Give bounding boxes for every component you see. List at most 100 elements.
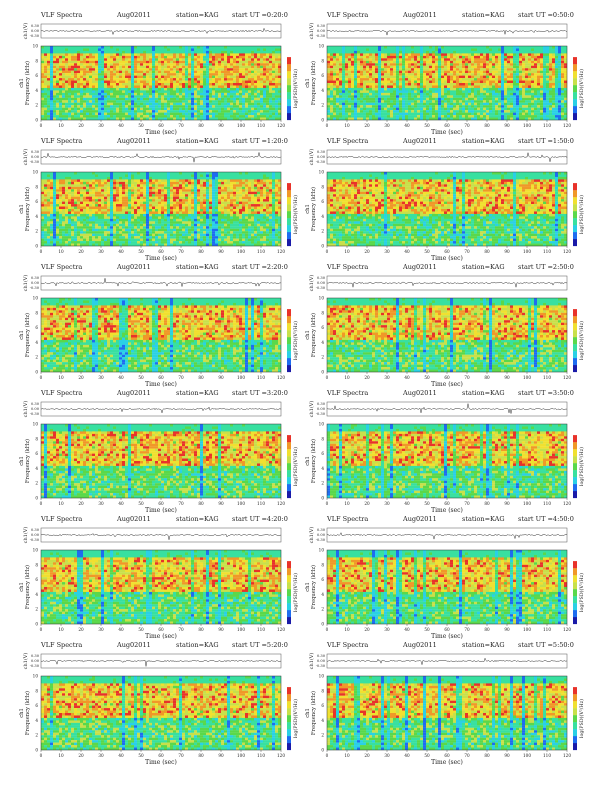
spectrogram-cell [107, 83, 110, 86]
spectrogram-cell [275, 90, 278, 93]
spectrogram-cell [47, 110, 50, 113]
spectrogram-cell [552, 85, 555, 88]
spectrogram-cell [134, 95, 137, 98]
spectrogram-cell [194, 73, 197, 76]
spectrogram-cell [44, 58, 47, 61]
spectrogram-cell [80, 66, 83, 69]
spectrogram-cell [215, 85, 218, 88]
spectrogram-cell [507, 115, 510, 118]
spectrogram-cell [152, 51, 155, 54]
spectrogram-cell [333, 51, 336, 54]
spectrogram-cell [119, 53, 122, 56]
spectrogram-cell [372, 100, 375, 103]
spectrogram-cell [417, 66, 420, 69]
spectrogram-cell [182, 58, 185, 61]
panel-title: VLF Spectra [40, 11, 82, 19]
spectrogram-cell [399, 81, 402, 84]
spectrogram-cell [158, 98, 161, 101]
spectrogram-cell [167, 56, 170, 59]
freq-tick-label: 6 [35, 73, 38, 78]
spectrogram-cell [164, 105, 167, 108]
spectrogram-cell [134, 105, 137, 108]
spectrogram-cell [53, 76, 56, 79]
spectrogram-cell [525, 61, 528, 64]
spectrogram-cell [236, 88, 239, 91]
spectrogram-cell [438, 113, 441, 116]
spectrogram-cell [212, 88, 215, 91]
spectrogram-cell [203, 68, 206, 71]
spectrogram-cell [480, 103, 483, 106]
spectrogram-cell [399, 88, 402, 91]
spectrogram-cell [134, 81, 137, 84]
spectrogram-cell [384, 93, 387, 96]
spectrogram-cell [230, 63, 233, 66]
spectrogram-cell [402, 66, 405, 69]
spectrogram-cell [486, 118, 489, 121]
spectrogram-cell [504, 51, 507, 54]
spectrogram-cell [197, 46, 200, 49]
spectrogram-cell [257, 85, 260, 88]
spectrogram-cell [71, 78, 74, 81]
spectrogram-cell [450, 56, 453, 59]
spectrogram-cell [477, 78, 480, 81]
spectrogram-cell [278, 76, 281, 79]
spectrogram-cell [41, 115, 44, 118]
spectrogram-cell [468, 73, 471, 76]
spectrogram-cell [381, 95, 384, 98]
spectrogram-cell [540, 95, 543, 98]
time-tick-label: 90 [218, 123, 224, 128]
spectrogram-cell [137, 83, 140, 86]
spectrogram-cell [155, 61, 158, 64]
spectrogram-cell [239, 66, 242, 69]
spectrogram-cell [44, 85, 47, 88]
spectrogram-cell [236, 93, 239, 96]
spectrogram-cell [336, 108, 339, 111]
spectrogram-cell [203, 115, 206, 118]
spectrogram-cell [164, 115, 167, 118]
spectrogram-cell [131, 88, 134, 91]
spectrogram-cell [68, 110, 71, 113]
spectrogram-cell [68, 61, 71, 64]
spectrogram-cell [158, 46, 161, 49]
spectrogram-cell [492, 53, 495, 56]
spectrogram-cell [197, 100, 200, 103]
spectrogram-cell [155, 98, 158, 101]
spectrogram-cell [351, 100, 354, 103]
spectrogram-cell [504, 46, 507, 49]
spectrogram-cell [552, 68, 555, 71]
spectrogram-cell [206, 58, 209, 61]
spectrogram-cell [525, 85, 528, 88]
spectrogram-cell [561, 95, 564, 98]
spectrogram-cell [251, 85, 254, 88]
spectrogram-cell [330, 85, 333, 88]
spectrogram-cell [266, 90, 269, 93]
spectrogram-cell [185, 103, 188, 106]
spectrogram-cell [441, 61, 444, 64]
spectrogram-cell [462, 83, 465, 86]
spectrogram-cell [336, 88, 339, 91]
spectrogram-cell [62, 46, 65, 49]
spectrogram-cell [444, 66, 447, 69]
spectrogram-cell [92, 61, 95, 64]
spectrogram-cell [239, 95, 242, 98]
spectrogram-cell [438, 68, 441, 71]
spectrogram-cell [176, 95, 179, 98]
spectrogram-cell [197, 51, 200, 54]
spectrogram-cell [65, 115, 68, 118]
spectrogram-cell [474, 58, 477, 61]
spectrogram-cell [257, 95, 260, 98]
spectrogram-cell [113, 95, 116, 98]
spectrogram-cell [525, 100, 528, 103]
spectrogram-cell [393, 46, 396, 49]
spectrogram-cell [155, 53, 158, 56]
spectrogram-cell [149, 100, 152, 103]
colorbar-segment [287, 106, 291, 113]
spectrogram-cell [372, 95, 375, 98]
spectrogram-cell [185, 100, 188, 103]
spectrogram-cell [113, 56, 116, 59]
spectrogram-cell [260, 83, 263, 86]
spectrogram-cell [396, 85, 399, 88]
spectrogram-cell [501, 56, 504, 59]
spectrogram-cell [336, 90, 339, 93]
spectrogram-cell [80, 88, 83, 91]
